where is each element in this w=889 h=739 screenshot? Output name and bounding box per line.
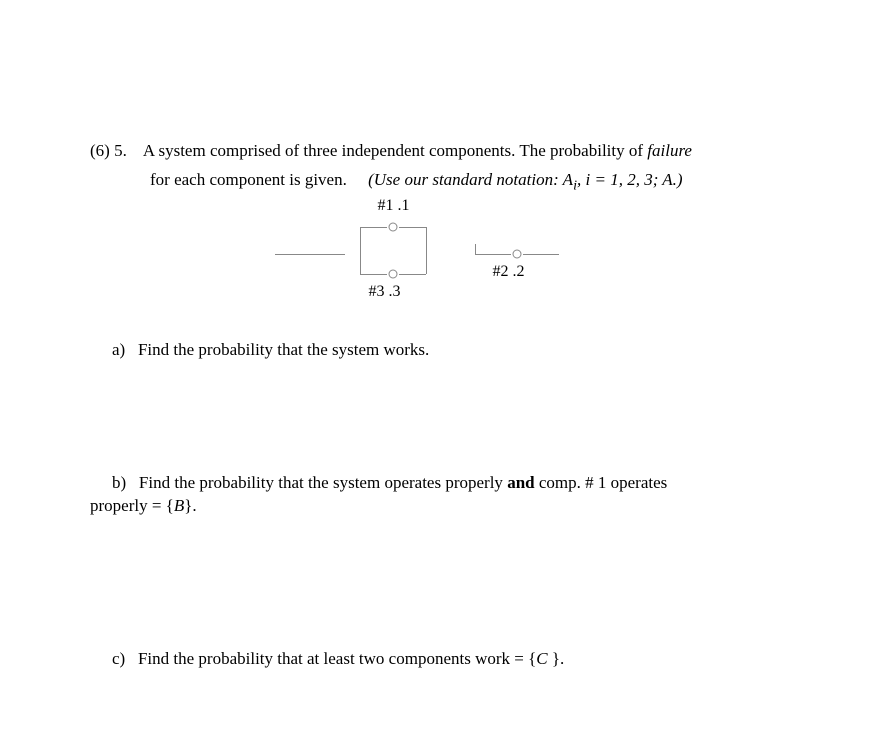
wire-top-right [399,227,426,228]
wire-top-left [360,227,387,228]
circuit-diagram: #1 .1 #3 .3 #2 .2 [275,199,615,309]
header-line-1: (6) 5. A system comprised of three indep… [90,140,799,163]
part-b-italic: B [174,496,184,515]
part-b-text3: properly = { [90,496,174,515]
question-header: (6) 5. A system comprised of three indep… [90,140,799,195]
wire-lead-in [275,254,345,255]
part-b-label: b) [112,473,126,492]
wire-bottom-right [399,274,426,275]
wire-bottom-left [360,274,387,275]
component-2-label: #2 .2 [493,261,525,283]
page: (6) 5. A system comprised of three indep… [0,0,889,739]
part-a: a) Find the probability that the system … [90,339,799,362]
wire-series-left [475,254,511,255]
part-c-italic: C [536,649,552,668]
part-b-text4: }. [184,496,196,515]
header-line-2: for each component is given. (Use our st… [90,169,799,196]
part-b-line2: properly = {B}. [90,495,799,518]
part-c-text1: Find the probability that at least two c… [138,649,536,668]
component-1-label: #1 .1 [378,195,410,217]
notation-rest: , i = 1, 2, 3; A.) [577,170,683,189]
wire-tick-comp2 [475,244,476,254]
line1-text: A system comprised of three independent … [143,141,647,160]
part-a-label: a) [112,340,125,359]
wire-series-right [523,254,559,255]
part-a-text: Find the probability that the system wor… [138,340,429,359]
part-b-text2: comp. # 1 operates [535,473,668,492]
notation-open: (Use our standard notation: A [368,170,573,189]
problem-number: (6) 5. [90,141,127,160]
component-1-node [388,223,397,232]
line1-italic: failure [647,141,692,160]
line2-text: for each component is given. [150,170,347,189]
part-b: b) Find the probability that the system … [90,472,799,495]
part-b-text1: Find the probability that the system ope… [139,473,507,492]
component-3-node [388,270,397,279]
component-3-label: #3 .3 [369,281,401,303]
part-c-label: c) [112,649,125,668]
component-2-node [512,250,521,259]
circuit-diagram-wrap: #1 .1 #3 .3 #2 .2 [90,199,799,309]
wire-right-vertical [426,227,427,274]
wire-left-vertical [360,227,361,274]
part-c: c) Find the probability that at least tw… [90,648,799,671]
part-b-bold: and [507,473,534,492]
part-c-text2: }. [552,649,564,668]
